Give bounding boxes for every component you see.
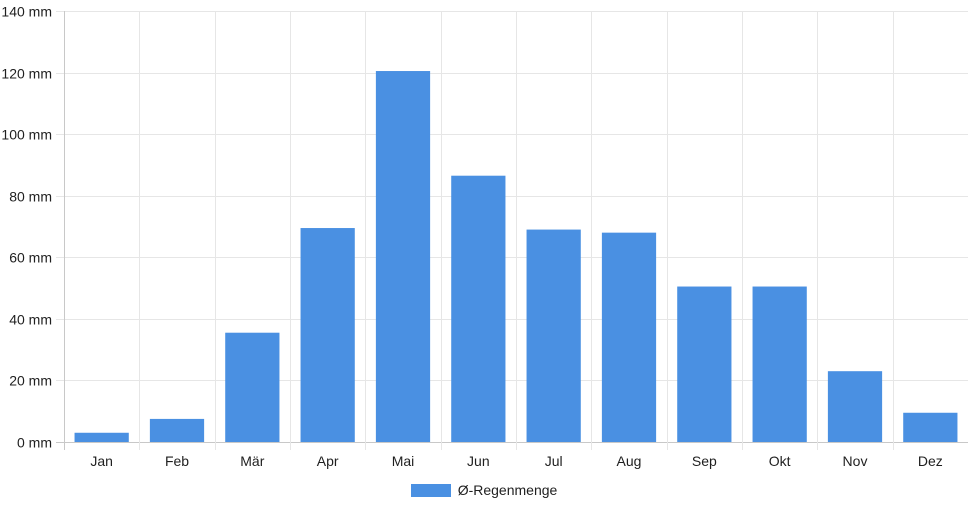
bar-Aug[interactable] <box>601 232 657 442</box>
legend[interactable]: Ø-Regenmenge <box>0 480 968 500</box>
x-tick-label: Aug <box>617 453 642 469</box>
legend-swatch <box>410 483 451 497</box>
bar-Feb[interactable] <box>149 418 205 442</box>
bar-Sep[interactable] <box>677 286 732 442</box>
bar-Jan[interactable] <box>74 432 129 442</box>
grid-lines <box>56 11 968 450</box>
bar-Apr[interactable] <box>300 228 355 442</box>
y-tick-label: 20 mm <box>9 373 52 389</box>
bar-Okt[interactable] <box>752 286 807 442</box>
legend-label: Ø-Regenmenge <box>457 482 558 498</box>
x-tick-label: Apr <box>317 453 339 469</box>
x-tick-label: Mai <box>392 453 415 469</box>
x-tick-label: Dez <box>918 453 943 469</box>
y-tick-label: 80 mm <box>9 189 52 205</box>
x-tick-label: Okt <box>769 453 791 469</box>
bar-Dez[interactable] <box>903 412 958 442</box>
bar-Nov[interactable] <box>827 371 883 442</box>
x-axis-tick-labels: Jan Feb Mär Apr Mai Jun Jul Aug Sep Okt Nov Dez <box>90 453 942 469</box>
x-tick-label: Nov <box>843 453 868 469</box>
y-tick-label: 140 mm <box>1 4 52 20</box>
x-tick-label: Jan <box>90 453 113 469</box>
x-tick-label: Feb <box>165 453 189 469</box>
bars <box>74 71 958 443</box>
x-tick-label: Jun <box>467 453 490 469</box>
bar-Jul[interactable] <box>526 229 581 442</box>
y-tick-label: 40 mm <box>9 312 52 328</box>
y-tick-label: 0 mm <box>17 435 52 451</box>
y-tick-label: 100 mm <box>1 127 52 143</box>
x-tick-label: Sep <box>692 453 717 469</box>
y-axis-tick-labels: 0 mm 20 mm 40 mm 60 mm 80 mm 100 mm 120 mm 140 … <box>1 4 52 451</box>
bar-Jun[interactable] <box>451 175 506 443</box>
bar-Mai[interactable] <box>375 71 431 443</box>
y-tick-label: 60 mm <box>9 250 52 266</box>
bar-Mär[interactable] <box>225 332 280 442</box>
y-tick-label: 120 mm <box>1 66 52 82</box>
x-tick-label: Jul <box>545 453 563 469</box>
x-tick-label: Mär <box>240 453 264 469</box>
